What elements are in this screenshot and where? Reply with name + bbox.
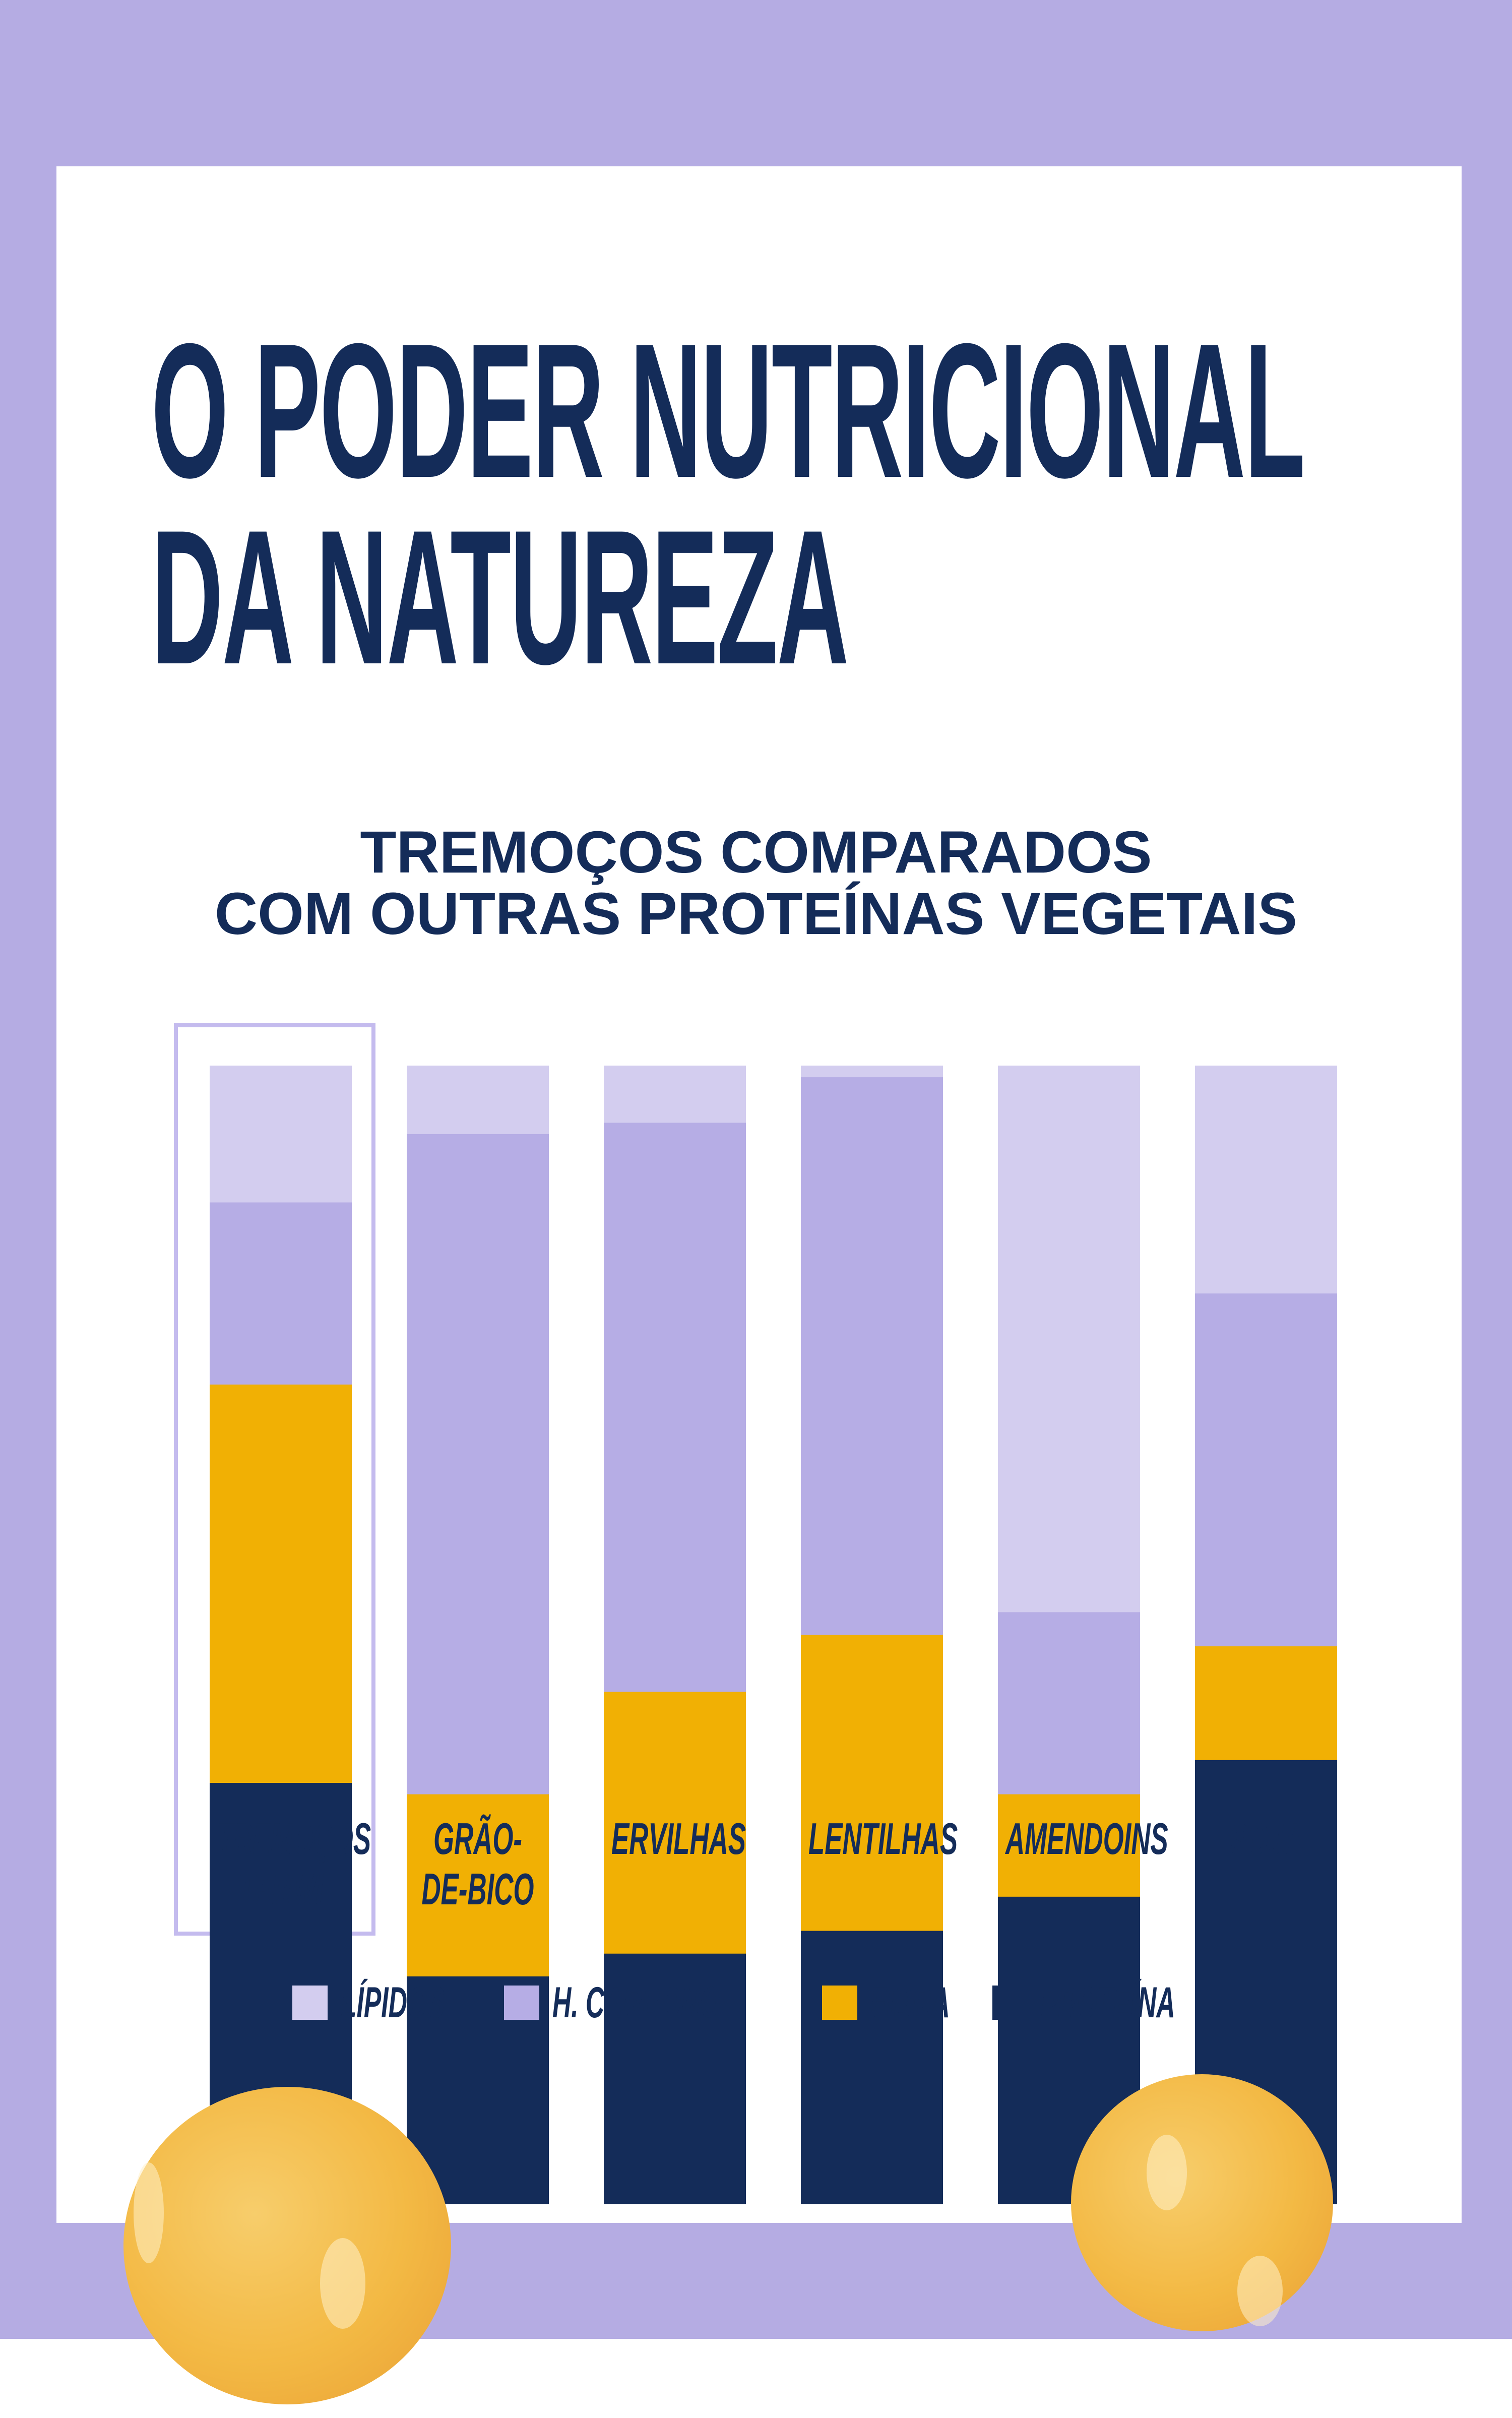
legend-item: FIBRA: [822, 1981, 958, 2024]
chickpea-left-sprout: [134, 2162, 164, 2263]
bar-segment-proteina-2: [604, 1953, 746, 2204]
x-tick-label-line: LENTILHAS: [808, 1814, 958, 1864]
bar-segment-carbono-4: [998, 1611, 1140, 1794]
bar-segment-fibra-1: [407, 1794, 549, 1976]
legend-label: PROTEÍNA: [1041, 1978, 1175, 2027]
bar-segment-fibra-2: [604, 1691, 746, 1954]
bar-segment-fibra-5: [1195, 1646, 1337, 1760]
x-tick-label: GRÃO-DE-BICO: [414, 1814, 541, 1914]
x-tick-label-line: GRÃO-DE-BICO: [421, 1814, 534, 1914]
title-line-2: DA NATUREZA: [151, 490, 849, 704]
bar-segment-carbono-1: [407, 1134, 549, 1794]
legend-label: H. CARBONO: [552, 1978, 720, 2027]
chart-title-line-1: TREMOÇOS COMPARADOS: [360, 819, 1152, 886]
chickpea-right-image: [1071, 2074, 1333, 2331]
chart-title-line-2: COM OUTRAS PROTEÍNAS VEGETAIS: [214, 881, 1298, 947]
bar-segment-carbono-0: [210, 1202, 352, 1385]
bar-segment-carbono-2: [604, 1122, 746, 1692]
bar-segment-lipidos-1: [407, 1066, 549, 1134]
legend-swatch: [822, 1986, 857, 2020]
chickpea-left-highlight: [320, 2238, 365, 2329]
x-tick-label-line: TREMOÇOS: [217, 1814, 371, 1864]
bar-segment-fibra-3: [801, 1635, 943, 1931]
legend-swatch: [504, 1986, 540, 2020]
bar-segment-lipidos-0: [210, 1066, 352, 1203]
x-tick-label-line: TARWI: [238, 1864, 324, 1914]
bar-segment-lipidos-5: [1195, 1066, 1337, 1294]
legend-swatch: [292, 1986, 328, 2020]
chickpea-right-highlight: [1147, 2135, 1187, 2210]
legend-label: LÍPIDOS: [341, 1978, 445, 2027]
legend-label: FIBRA: [870, 1978, 950, 2027]
legend-item: PROTEÍNA: [992, 1981, 1219, 2024]
x-tick-label-line: SOJA: [1230, 1814, 1302, 1864]
bar-segment-lipidos-4: [998, 1066, 1140, 1613]
x-tick-label: LENTILHAS: [808, 1814, 958, 1864]
x-tick-label-line: ERVILHAS: [611, 1814, 746, 1864]
chickpea-right-sprout: [1237, 2256, 1283, 2326]
x-tick-label: ERVILHAS: [611, 1814, 746, 1864]
x-tick-label: SOJA: [1203, 1814, 1330, 1864]
chickpea-left-image: [123, 2087, 451, 2404]
x-tick-label-line: AMENDOINS: [1005, 1814, 1168, 1864]
bar-segment-fibra-0: [210, 1384, 352, 1783]
legend-swatch: [992, 1986, 1028, 2020]
chart-title: TREMOÇOS COMPARADOS COM OUTRAS PROTEÍNAS…: [0, 822, 1512, 945]
chart-legend: LÍPIDOS H. CARBONO FIBRA PROTEÍNA: [0, 1981, 1512, 2024]
legend-item: H. CARBONO: [504, 1981, 786, 2024]
page-title: O PODER NUTRICIONAL DA NATUREZA: [151, 303, 1305, 704]
bar-segment-lipidos-2: [604, 1066, 746, 1123]
x-tick-label: AMENDOINS: [1005, 1814, 1168, 1864]
bar-segment-lipidos-3: [801, 1066, 943, 1078]
x-tick-label: TREMOÇOS TARWI: [217, 1814, 371, 1914]
bar-segment-proteina-3: [801, 1931, 943, 2204]
bar-segment-carbono-3: [801, 1077, 943, 1635]
bar-segment-carbono-5: [1195, 1293, 1337, 1647]
bar-segment-fibra-4: [998, 1794, 1140, 1897]
title-line-1: O PODER NUTRICIONAL: [151, 303, 1305, 518]
legend-item: LÍPIDOS: [292, 1981, 469, 2024]
